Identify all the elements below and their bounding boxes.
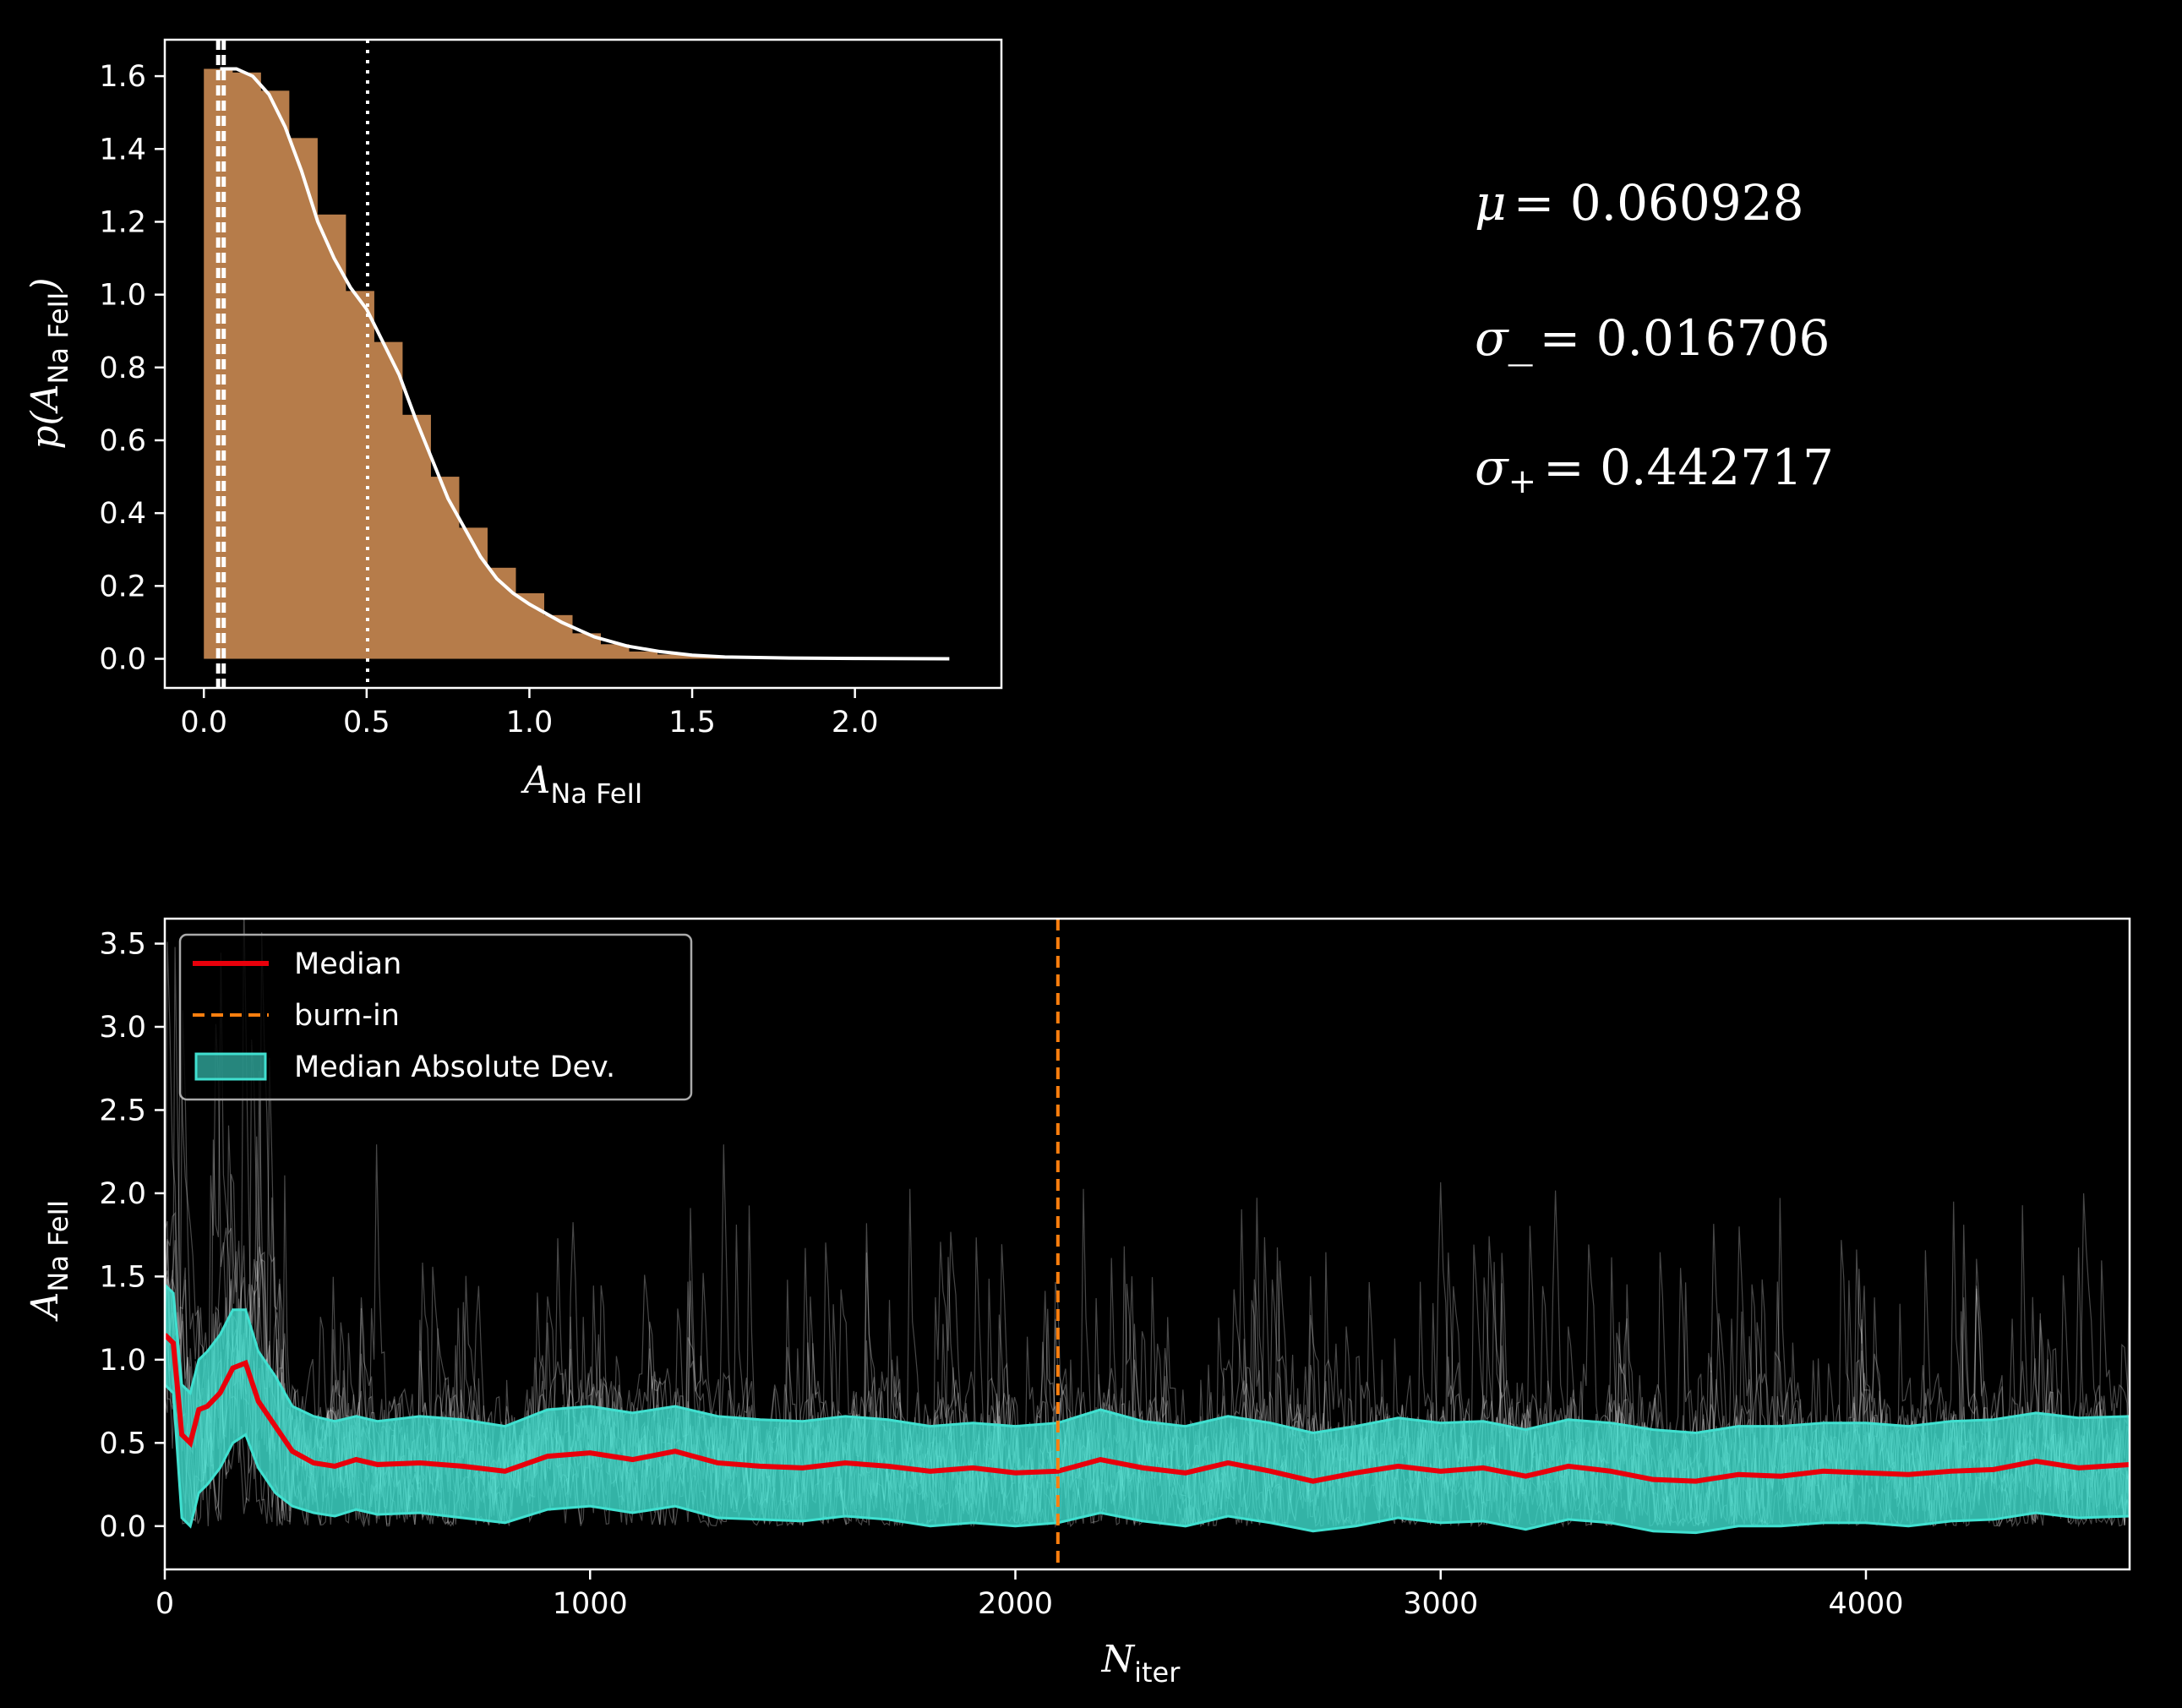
stat-mu-symbol: μ [1475,174,1507,232]
histogram-panel: 0.0 0.5 1.0 1.5 2.0 0.0 0.2 0.4 0.6 0.8 1.0 1.2 1.4… [24,38,1003,810]
histogram-reference-lines [215,40,369,688]
x-tick-label: 0.5 [343,706,390,739]
x-tick-label: 4000 [1828,1587,1903,1621]
stat-sigma-minus-symbol: σ [1475,309,1509,367]
histogram-y-label-sub: Na FeII [42,292,74,385]
histogram-bar [317,214,346,659]
stat-mu-value: = 0.060928 [1514,174,1804,232]
x-tick-label: 2.0 [832,706,879,739]
y-tick-label: 0.2 [99,570,146,603]
histogram-bar [628,651,658,659]
y-tick-label: 0.6 [99,424,146,458]
y-tick-label: 0.5 [99,1427,146,1460]
histogram-bars [204,68,856,659]
trace-x-label: Niter [1101,1638,1181,1689]
x-tick-label: 1.0 [506,706,554,739]
statistics-block: μ = 0.060928 σ_ = 0.016706 σ+ = 0.442717 [1475,174,1834,501]
trace-panel: 0 1000 2000 3000 4000 0.0 0.5 1.0 1.5 2.0 2.5 3.0 3… [24,917,2131,1689]
histogram-axes-frame [163,38,1003,690]
stat-sigma-plus-value: = 0.442717 [1543,439,1834,496]
y-tick-label: 1.0 [99,279,146,313]
mad-band [165,1283,2130,1535]
histogram-y-label-prefix: p(A [24,385,67,450]
legend-burn-in-label: burn-in [294,999,400,1033]
histogram-x-label: ANa FeII [521,759,643,810]
kde-curve [220,67,950,661]
stat-sigma-minus-value: = 0.016706 [1540,309,1830,367]
x-tick-label: 1000 [553,1587,628,1621]
legend-median-label: Median [294,947,401,981]
stat-sigma-minus-sub: _ [1508,309,1533,367]
y-tick-label: 0.0 [99,1510,146,1544]
histogram-bar [543,614,573,659]
trace-x-label-sub: iter [1134,1656,1181,1689]
trace-y-label-main: A [24,1292,67,1323]
legend-mad-label: Median Absolute Dev. [294,1050,615,1084]
y-tick-label: 1.0 [99,1344,146,1378]
legend-mad-swatch [194,1052,267,1081]
histogram-bar [600,644,630,659]
trace-x-label-main: N [1101,1638,1136,1681]
trace-y-label: ANa FeII [24,1200,74,1323]
x-tick-label: 0 [155,1587,174,1621]
stat-sigma-plus: σ+ = 0.442717 [1475,439,1834,501]
y-tick-label: 1.5 [99,1260,146,1294]
histogram-bar [401,414,431,659]
x-tick-label: 3000 [1403,1587,1478,1621]
histogram-bar [374,341,403,659]
histogram-bar [345,291,374,659]
histogram-bar [430,477,460,659]
histogram-x-label-sub: Na FeII [550,778,642,810]
histogram-bar [458,527,488,659]
y-tick-label: 1.6 [99,60,146,94]
trace-x-ticks: 0 1000 2000 3000 4000 [155,1569,1904,1621]
histogram-y-label: p(ANa FeII) [24,277,74,449]
histogram-bar [288,138,318,659]
y-tick-label: 0.4 [99,497,146,531]
histogram-y-label-suffix: ) [24,277,67,292]
y-tick-label: 2.5 [99,1094,146,1127]
legend-frame [178,933,693,1101]
trace-y-label-sub: Na FeII [42,1200,74,1292]
histogram-bar [232,72,261,659]
y-tick-label: 0.8 [99,352,146,385]
histogram-bar [685,656,715,659]
stat-sigma-plus-sub: + [1508,462,1537,501]
histogram-bar [260,90,290,659]
legend: Median burn-in Median Absolute Dev. [178,933,693,1101]
median-line [165,1333,2130,1484]
trace-axes-frame [163,917,2131,1571]
histogram-y-ticks: 0.0 0.2 0.4 0.6 0.8 1.0 1.2 1.4 1.6 [99,60,165,677]
histogram-x-label-main: A [521,759,551,802]
trace-y-ticks: 0.0 0.5 1.0 1.5 2.0 2.5 3.0 3.5 [99,928,165,1544]
histogram-bar [657,654,686,659]
x-tick-label: 2000 [978,1587,1053,1621]
stat-sigma-plus-symbol: σ [1475,439,1509,496]
y-tick-label: 3.0 [99,1011,146,1045]
stat-mu: μ = 0.060928 [1475,174,1803,232]
y-tick-label: 0.0 [99,643,146,677]
y-tick-label: 2.0 [99,1177,146,1211]
x-tick-label: 1.5 [668,706,716,739]
y-tick-label: 1.2 [99,205,146,239]
x-tick-label: 0.0 [180,706,227,739]
stat-sigma-minus: σ_ = 0.016706 [1475,309,1830,367]
histogram-x-ticks: 0.0 0.5 1.0 1.5 2.0 [180,688,878,739]
y-tick-label: 1.4 [99,133,146,166]
y-tick-label: 3.5 [99,928,146,962]
